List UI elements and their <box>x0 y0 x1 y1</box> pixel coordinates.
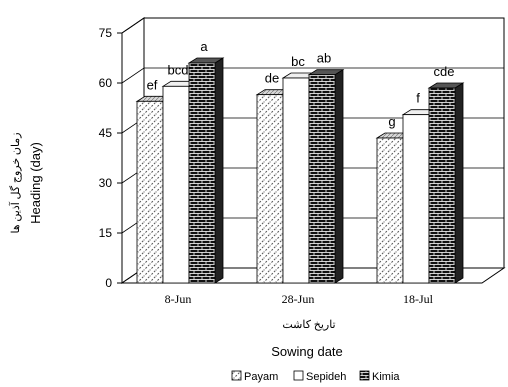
y-tick-label: 15 <box>99 226 113 240</box>
bar-side <box>454 82 464 284</box>
bar-letter: bc <box>291 54 305 69</box>
y-tick-label: 60 <box>99 76 113 90</box>
bar-letter: f <box>416 91 420 106</box>
bar <box>376 137 404 284</box>
x-tick-label: 8-Jun <box>165 292 192 306</box>
y-tick-label: 75 <box>99 26 113 40</box>
y-axis-label-en: Heading (day) <box>28 142 43 224</box>
gridline <box>121 17 504 34</box>
bar <box>136 100 164 284</box>
bar-letter: g <box>388 114 395 129</box>
legend-swatch <box>359 370 370 381</box>
y-axis-label-fa: زمان خروج گل آذین ها <box>9 132 22 233</box>
bar-side <box>214 57 224 284</box>
bar-letter: cde <box>434 64 455 79</box>
bars <box>135 57 465 284</box>
legend-swatch <box>293 370 304 381</box>
bar <box>308 74 336 284</box>
bar-letter: a <box>200 39 208 54</box>
gridline <box>121 67 504 84</box>
bar-letter: bcd <box>168 62 189 77</box>
bar-letter: de <box>265 71 279 86</box>
y-tick-label: 0 <box>105 276 112 290</box>
x-tick-label: 18-Jul <box>403 292 434 306</box>
bar <box>428 87 456 284</box>
legend-label: Sepideh <box>306 371 346 383</box>
legend-swatch <box>231 370 242 381</box>
bar-letter: ab <box>317 51 331 66</box>
bar-side <box>334 68 344 284</box>
x-axis-label-fa: تاریخ کاشت <box>282 319 335 331</box>
legend-label: Payam <box>244 371 278 383</box>
bar <box>282 77 310 284</box>
bar <box>402 114 430 284</box>
bar <box>188 62 216 284</box>
x-tick-label: 28-Jun <box>282 292 315 306</box>
x-axis-ticks: 8-Jun 28-Jun 18-Jul <box>165 292 434 306</box>
bar <box>162 85 190 284</box>
x-axis-label-en: Sowing date <box>271 344 343 359</box>
legend: Payam Sepideh Kimia <box>231 370 400 383</box>
y-tick-label: 30 <box>99 176 113 190</box>
bar-letter: ef <box>147 77 158 92</box>
bar <box>256 94 284 284</box>
legend-label: Kimia <box>372 371 400 383</box>
y-tick-label: 45 <box>99 126 113 140</box>
y-axis-ticks: 0 15 30 45 60 75 <box>99 26 123 290</box>
